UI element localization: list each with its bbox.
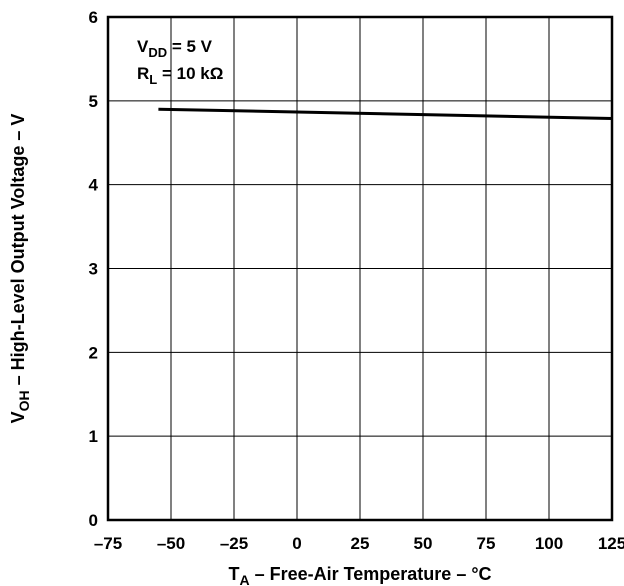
y-tick-label: 1 xyxy=(89,427,98,446)
x-tick-labels: –75 –50 –25 0 25 50 75 100 125 xyxy=(94,534,624,553)
annotation-rl: RL = 10 kΩ xyxy=(137,64,223,87)
x-tick-label: –50 xyxy=(157,534,185,553)
y-tick-label: 2 xyxy=(89,343,98,362)
y-tick-label: 5 xyxy=(89,92,98,111)
y-tick-label: 6 xyxy=(89,8,98,27)
x-tick-label: 100 xyxy=(535,534,563,553)
x-tick-label: 50 xyxy=(414,534,433,553)
x-tick-label: –75 xyxy=(94,534,122,553)
y-tick-label: 3 xyxy=(89,260,98,279)
annotation-vdd: VDD = 5 V xyxy=(137,37,213,60)
plot-area xyxy=(106,15,614,522)
x-tick-label: 0 xyxy=(292,534,301,553)
x-tick-label: 75 xyxy=(477,534,496,553)
y-tick-label: 0 xyxy=(89,511,98,530)
series-line xyxy=(158,107,613,120)
y-tick-label: 4 xyxy=(89,176,99,195)
x-tick-label: –25 xyxy=(220,534,248,553)
grid xyxy=(108,17,612,520)
x-axis-label: TA – Free-Air Temperature – °C xyxy=(228,564,491,586)
x-tick-label: 125 xyxy=(598,534,624,553)
series-group xyxy=(158,107,613,120)
y-axis-label: VOH – High-Level Output Voltage – V xyxy=(8,114,32,424)
y-tick-labels: 0 1 2 3 4 5 6 xyxy=(89,8,99,530)
x-tick-label: 25 xyxy=(351,534,370,553)
